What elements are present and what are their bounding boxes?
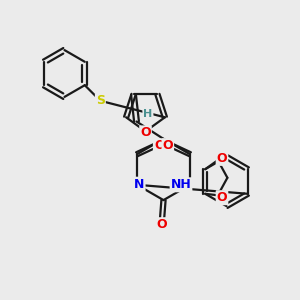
Text: O: O	[154, 139, 164, 152]
Text: O: O	[163, 139, 173, 152]
Text: S: S	[96, 94, 105, 107]
Text: O: O	[157, 218, 167, 231]
Text: N: N	[134, 178, 145, 191]
Text: O: O	[217, 152, 227, 165]
Text: O: O	[140, 126, 151, 140]
Text: O: O	[217, 191, 227, 204]
Text: H: H	[143, 109, 152, 119]
Text: NH: NH	[171, 178, 191, 191]
